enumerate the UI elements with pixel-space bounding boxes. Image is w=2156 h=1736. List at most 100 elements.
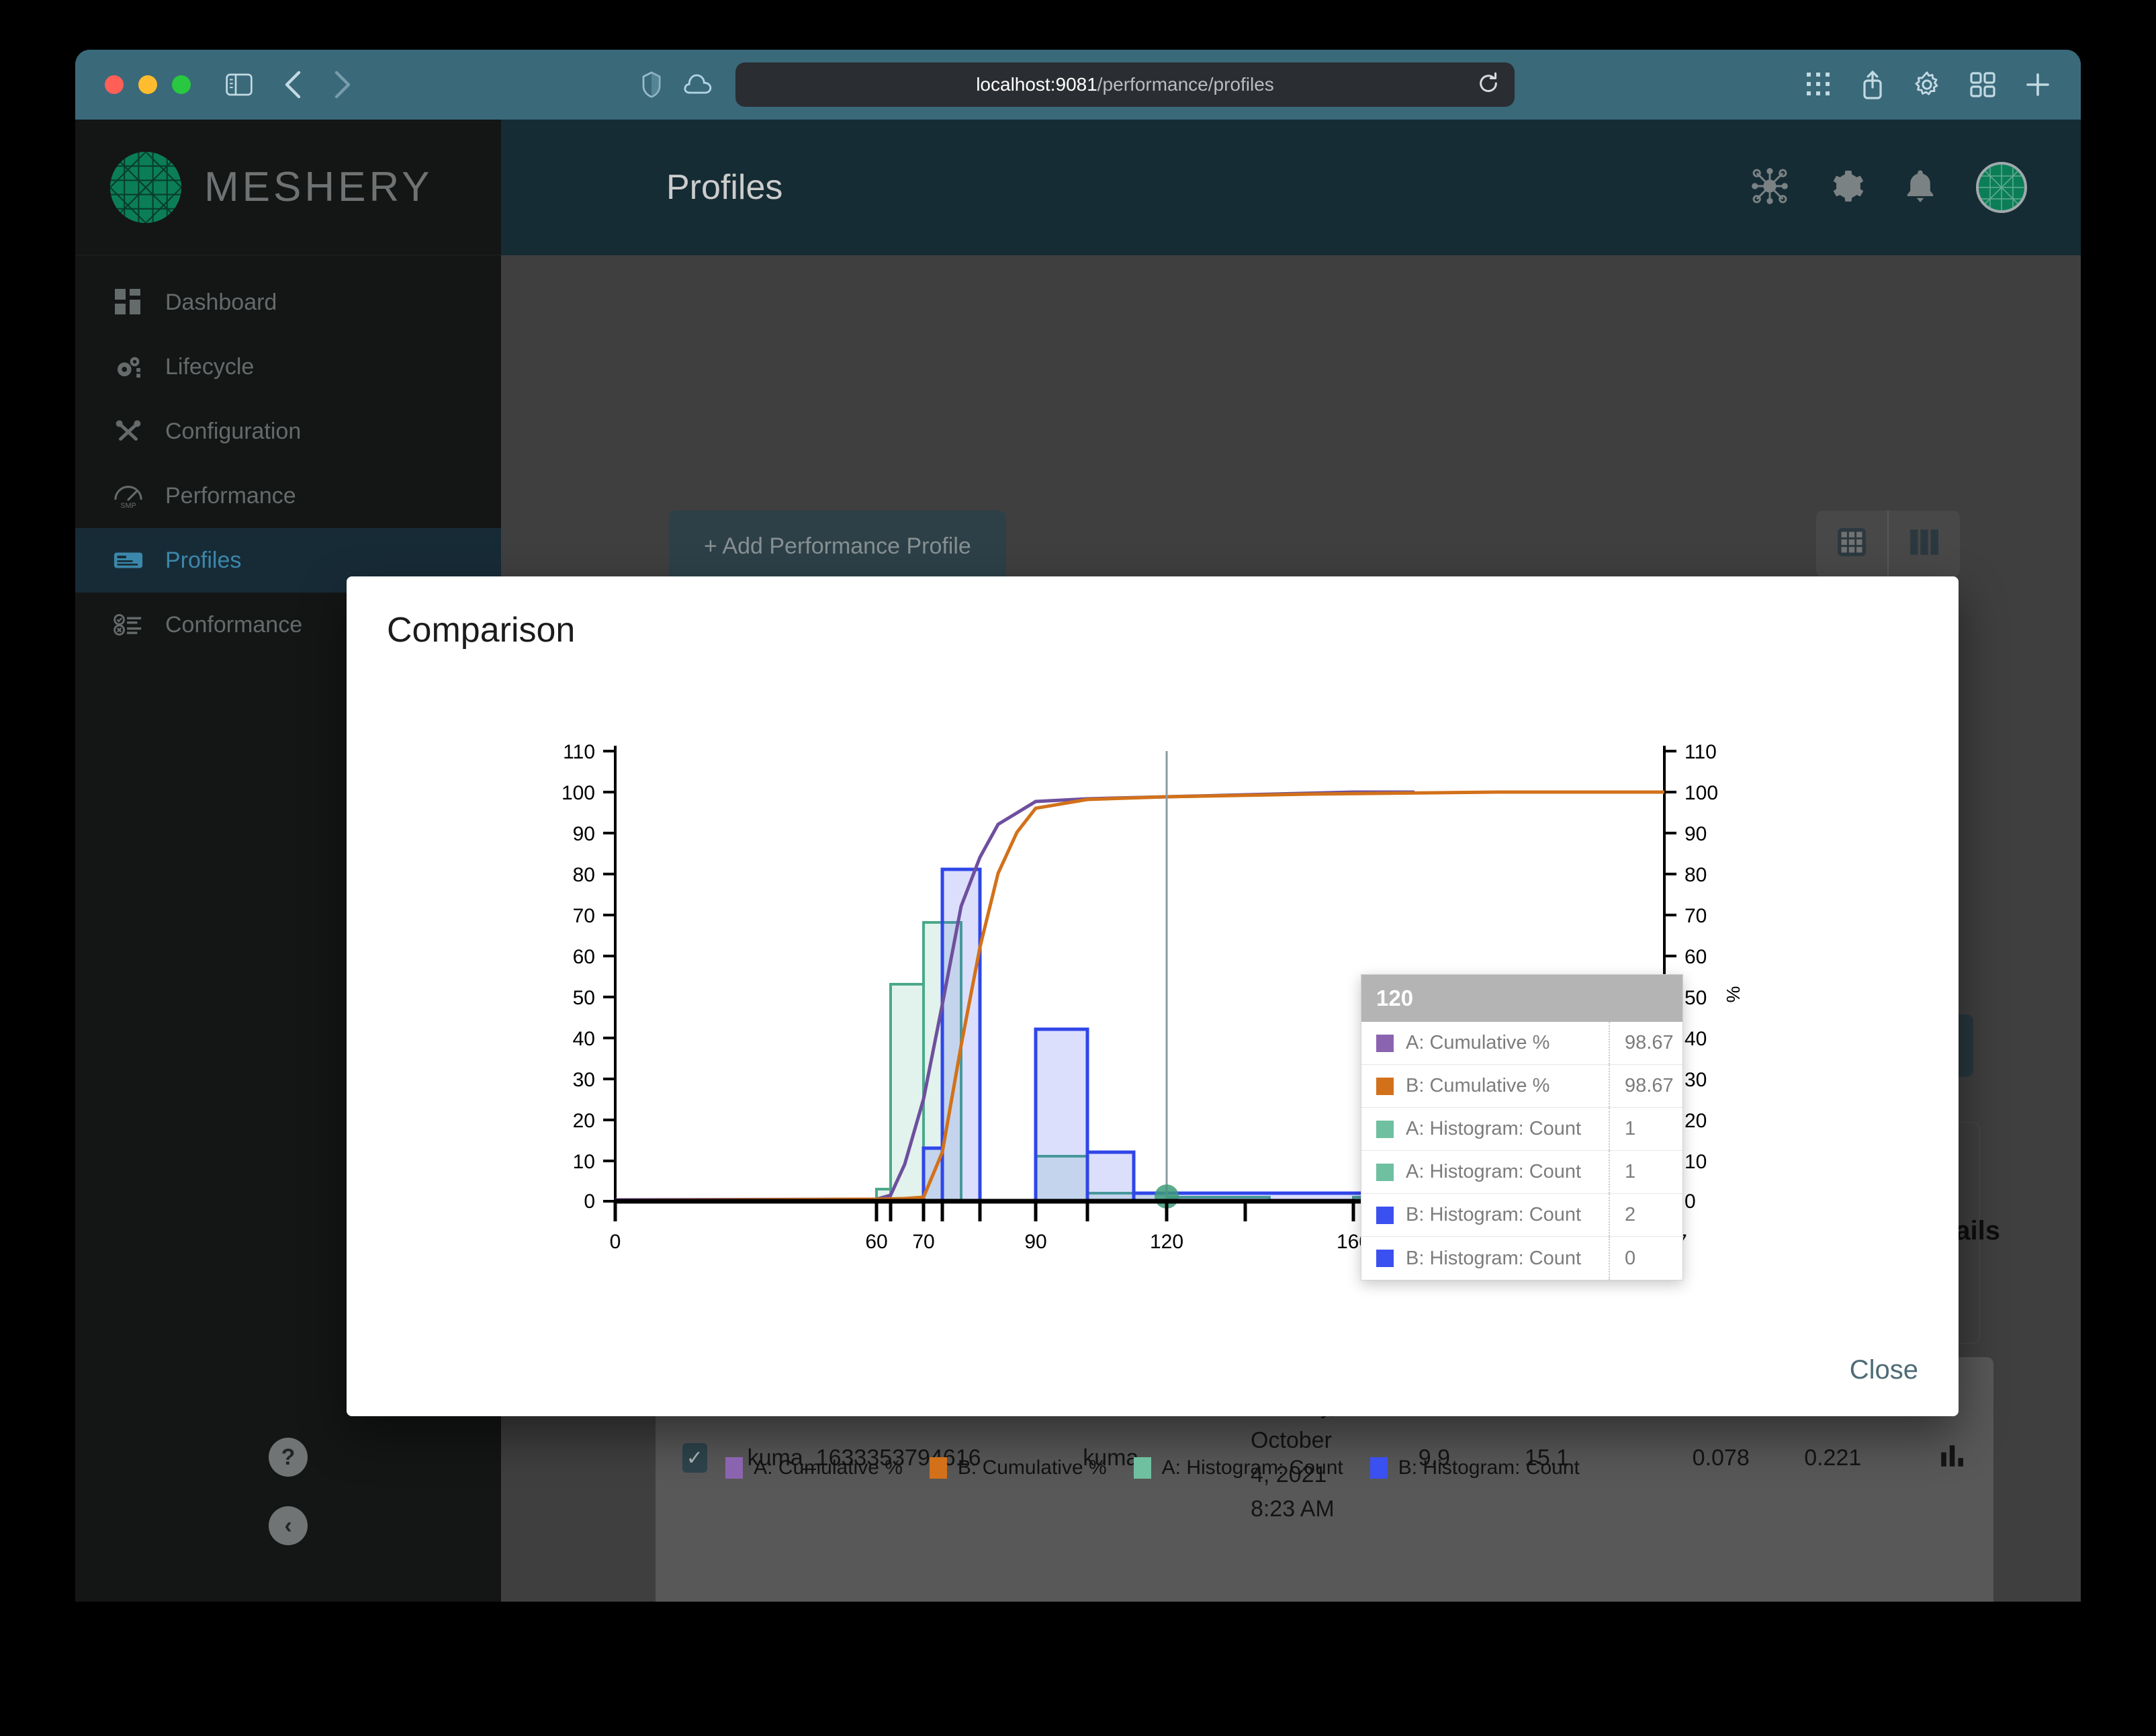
table-view-icon[interactable] [1889, 511, 1960, 577]
reload-icon[interactable] [1477, 72, 1500, 98]
svg-text:80: 80 [573, 864, 595, 886]
svg-text:SMP: SMP [120, 502, 136, 509]
tooltip-row-label: B: Cumulative % [1406, 1075, 1550, 1096]
sidebar-item-lifecycle[interactable]: Lifecycle [75, 335, 501, 399]
sidebar-icon[interactable] [226, 73, 253, 96]
brand[interactable]: MESHERY [75, 120, 501, 255]
tooltip-row-value: 2 [1609, 1194, 1682, 1236]
sidebar-item-conformance[interactable]: Conformance [75, 593, 501, 657]
table-row[interactable]: ✓ kuma_1633353794616 kuma Monday, Octobe… [656, 1357, 1993, 1559]
svg-text:50: 50 [1685, 987, 1707, 1009]
smp-gauge-icon: SMP [113, 482, 144, 509]
meshery-logo-icon [110, 151, 181, 223]
address-bar-area: localhost:9081/performance/profiles [641, 62, 1515, 107]
svg-text:20: 20 [573, 1110, 595, 1132]
add-performance-profile-button[interactable]: + Add Performance Profile [669, 511, 1006, 582]
gears-icon [113, 353, 144, 380]
row-checkbox[interactable]: ✓ [682, 1443, 707, 1473]
modal-title: Comparison [387, 611, 576, 650]
tooltip-row-value: 1 [1609, 1108, 1682, 1150]
tooltip-row-label: B: Histogram: Count [1406, 1204, 1582, 1225]
tooltip-row-label: A: Histogram: Count [1406, 1118, 1582, 1139]
url-path: /performance/profiles [1097, 74, 1274, 95]
tab-overview-icon[interactable] [1969, 71, 1996, 98]
svg-text:30: 30 [573, 1069, 595, 1091]
legend-label: B: Histogram: Count [1398, 1457, 1580, 1479]
url-input[interactable]: localhost:9081/performance/profiles [735, 62, 1515, 107]
bar-chart-icon[interactable] [1938, 1441, 1967, 1475]
svg-text:40: 40 [573, 1028, 595, 1050]
sidebar-item-dashboard[interactable]: Dashboard [75, 270, 501, 335]
close-window-button[interactable] [105, 75, 124, 94]
tooltip-row-value: 98.67 [1609, 1065, 1682, 1107]
sidebar-item-label: Profiles [165, 547, 242, 573]
new-tab-icon[interactable] [2024, 71, 2051, 98]
cell-mesh: kuma [1083, 1444, 1139, 1471]
legend-swatch [1133, 1457, 1151, 1479]
header-actions [1750, 162, 2081, 213]
tooltip-row-label: A: Cumulative % [1406, 1032, 1550, 1053]
cell-metric-1: 9.9 [1418, 1444, 1450, 1471]
sidebar-item-label: Conformance [165, 611, 303, 638]
minimize-window-button[interactable] [138, 75, 157, 94]
svg-text:0: 0 [1685, 1190, 1696, 1213]
legend-item[interactable]: A: Histogram: Count [1133, 1457, 1343, 1479]
browser-toolbar: localhost:9081/performance/profiles [75, 50, 2081, 120]
avatar[interactable] [1976, 162, 2027, 213]
page-title: Profiles [666, 168, 783, 207]
series-color-swatch [1376, 1163, 1394, 1181]
grid-view-icon[interactable] [1816, 511, 1887, 577]
mesh-cluster-icon[interactable] [1750, 167, 1789, 209]
back-icon[interactable] [282, 70, 305, 99]
window-traffic-lights [105, 75, 191, 94]
tooltip-row-label: B: Histogram: Count [1406, 1247, 1582, 1269]
cloud-icon[interactable] [683, 73, 713, 97]
settings-icon[interactable] [1913, 71, 1941, 99]
svg-text:10: 10 [1685, 1151, 1707, 1173]
series-color-swatch [1376, 1120, 1394, 1138]
conformance-icon [113, 611, 144, 638]
legend-label: A: Cumulative % [754, 1457, 903, 1479]
tooltip-row-value: 0 [1609, 1237, 1682, 1280]
svg-text:100: 100 [562, 782, 595, 804]
legend-label: B: Cumulative % [957, 1457, 1107, 1479]
maximize-window-button[interactable] [172, 75, 191, 94]
url-host: localhost:9081 [976, 74, 1097, 95]
forward-icon[interactable] [330, 70, 353, 99]
legend-swatch [725, 1457, 744, 1479]
tooltip-row: A: Histogram: Count 1 [1361, 1151, 1682, 1194]
details-heading: ails [1955, 1216, 2000, 1246]
view-toggle-group [1816, 511, 1960, 577]
svg-text:120: 120 [1150, 1231, 1183, 1253]
bell-icon[interactable] [1903, 167, 1937, 208]
share-icon[interactable] [1860, 70, 1885, 99]
collapse-sidebar-button[interactable]: ‹ [269, 1506, 308, 1545]
legend-item[interactable]: B: Cumulative % [929, 1457, 1107, 1479]
svg-text:80: 80 [1685, 864, 1707, 886]
sidebar-item-performance[interactable]: SMP Performance [75, 464, 501, 528]
svg-text:%: % [1723, 986, 1744, 1003]
cell-metric-3: 0.078 [1692, 1444, 1750, 1471]
sidebar-bottom-actions: ? ‹ [75, 1438, 501, 1575]
chart-tooltip: 1 20 A: Cumulative % 98.67 B: Cumulative … [1361, 974, 1683, 1281]
tooltip-row: B: Histogram: Count 2 [1361, 1194, 1682, 1237]
cell-metric-2: 15.1 [1524, 1444, 1570, 1471]
svg-text:110: 110 [563, 741, 595, 763]
svg-text:40: 40 [1685, 1028, 1707, 1050]
legend-item[interactable]: B: Histogram: Count [1369, 1457, 1580, 1479]
tools-icon [113, 418, 144, 445]
sidebar-item-configuration[interactable]: Configuration [75, 399, 501, 464]
svg-text:110: 110 [1685, 741, 1717, 763]
gear-icon[interactable] [1828, 168, 1865, 208]
svg-text:60: 60 [1685, 946, 1707, 968]
chart-legend: A: Cumulative % B: Cumulative % A: Histo… [514, 1457, 1791, 1479]
close-button[interactable]: Close [1849, 1355, 1918, 1385]
help-button[interactable]: ? [269, 1438, 308, 1477]
legend-label: A: Histogram: Count [1161, 1457, 1343, 1479]
legend-item[interactable]: A: Cumulative % [725, 1457, 903, 1479]
svg-text:0: 0 [610, 1231, 621, 1253]
meshery-app: Profiles [75, 120, 2081, 1602]
svg-text:70: 70 [573, 905, 595, 927]
shield-icon[interactable] [641, 71, 662, 98]
apps-grid-icon[interactable] [1805, 71, 1832, 98]
